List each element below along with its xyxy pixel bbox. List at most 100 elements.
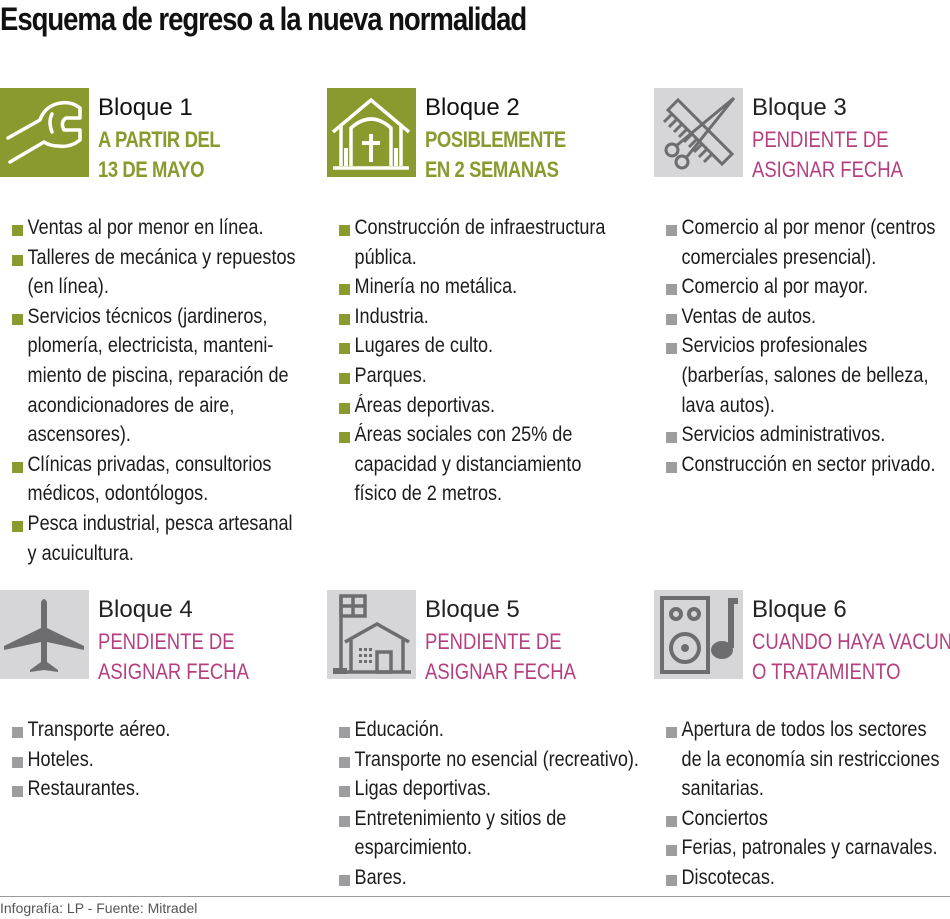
list-item: Comercio al por mayor. xyxy=(654,272,950,302)
list-item: Minería no metálica. xyxy=(327,272,656,302)
status-line-1: CUANDO HAYA VACUNA xyxy=(752,629,950,654)
scissors-comb-icon xyxy=(654,88,743,177)
bullet-square-icon xyxy=(12,756,24,768)
list-item: Transporte aéreo. xyxy=(0,715,329,745)
list-item: Apertura de todos los sectores de la econ… xyxy=(654,715,950,804)
item-list: Construcción de infraestructura pública. … xyxy=(327,213,667,509)
list-item: Servicios técnicos (jardineros, plomería,… xyxy=(0,302,329,450)
bullet-square-icon xyxy=(339,432,351,444)
bullet-square-icon xyxy=(12,254,24,266)
block-name: Bloque 5 xyxy=(425,596,520,623)
block-header: Bloque 6 CUANDO HAYA VACUNA O TRATAMIENT… xyxy=(654,590,950,684)
bullet-square-icon xyxy=(339,313,351,325)
bullet-square-icon xyxy=(666,845,678,857)
list-item: Restaurantes. xyxy=(0,774,329,804)
list-item: Conciertos xyxy=(654,804,950,834)
bullet-square-icon xyxy=(666,313,678,325)
list-item: Servicios administrativos. xyxy=(654,420,950,450)
block-header: Bloque 3 PENDIENTE DE ASIGNAR FECHA xyxy=(654,88,950,182)
speaker-music-icon xyxy=(654,590,743,679)
church-icon xyxy=(327,88,416,177)
list-item: Servicios profesionales (barberías, salon… xyxy=(654,331,950,420)
block-header: Bloque 5 PENDIENTE DE ASIGNAR FECHA xyxy=(327,590,627,684)
source-credit: Infografía: LP - Fuente: Mitradel xyxy=(0,900,198,916)
status-line-1: POSIBLEMENTE xyxy=(425,127,566,152)
bullet-square-icon xyxy=(339,786,351,798)
bullet-square-icon xyxy=(666,815,678,827)
bullet-square-icon xyxy=(339,284,351,296)
block-name: Bloque 4 xyxy=(98,596,193,623)
block-2: Bloque 2 POSIBLEMENTE EN 2 SEMANAS Const… xyxy=(327,88,627,505)
list-item: Talleres de mecánica y repuestos (en líne… xyxy=(0,243,329,302)
list-item: Ventas al por menor en línea. xyxy=(0,213,329,243)
list-item: Industria. xyxy=(327,302,656,332)
bullet-square-icon xyxy=(12,313,24,325)
school-icon xyxy=(327,590,416,679)
list-item: Bares. xyxy=(327,863,656,893)
block-header: Bloque 1 A PARTIR DEL 13 DE MAYO xyxy=(0,88,300,182)
status-line-1: A PARTIR DEL xyxy=(98,127,221,152)
bullet-square-icon xyxy=(339,372,351,384)
list-item: Áreas sociales con 25% de capacidad y dis… xyxy=(327,420,656,509)
page-title: Esquema de regreso a la nueva normalidad xyxy=(0,1,527,37)
status-line-1: PENDIENTE DE xyxy=(98,629,235,654)
list-item: Ferias, patronales y carnavales. xyxy=(654,833,950,863)
bullet-square-icon xyxy=(339,402,351,414)
block-name: Bloque 1 xyxy=(98,94,193,121)
wrench-icon xyxy=(0,88,89,177)
status-line-2: ASIGNAR FECHA xyxy=(425,658,576,684)
block-4: Bloque 4 PENDIENTE DE ASIGNAR FECHA Tran… xyxy=(0,590,300,800)
list-item: Discotecas. xyxy=(654,863,950,893)
list-item: Áreas deportivas. xyxy=(327,391,656,421)
status-line-1: PENDIENTE DE xyxy=(425,629,562,654)
list-item: Lugares de culto. xyxy=(327,331,656,361)
bullet-square-icon xyxy=(339,225,351,236)
block-status: POSIBLEMENTE EN 2 SEMANAS xyxy=(425,125,566,184)
block-status: PENDIENTE DE ASIGNAR FECHA xyxy=(425,627,576,686)
item-list: Educación. Transporte no esencial (recre… xyxy=(327,715,667,893)
airplane-icon xyxy=(0,590,89,679)
item-list: Transporte aéreo. Hoteles. Restaurantes. xyxy=(0,715,340,804)
status-line-2: 13 DE MAYO xyxy=(98,156,205,182)
bullet-square-icon xyxy=(339,815,351,827)
status-line-2: ASIGNAR FECHA xyxy=(752,156,903,182)
status-line-2: EN 2 SEMANAS xyxy=(425,156,559,182)
block-status: PENDIENTE DE ASIGNAR FECHA xyxy=(98,627,249,686)
block-status: CUANDO HAYA VACUNA O TRATAMIENTO xyxy=(752,627,950,686)
bullet-square-icon xyxy=(12,225,24,236)
item-list: Comercio al por menor (centros comerciale… xyxy=(654,213,950,479)
bullet-square-icon xyxy=(339,343,351,355)
bullet-square-icon xyxy=(666,432,678,444)
item-list: Ventas al por menor en línea. Talleres d… xyxy=(0,213,340,568)
list-item: Parques. xyxy=(327,361,656,391)
status-line-2: O TRATAMIENTO xyxy=(752,658,901,684)
block-status: PENDIENTE DE ASIGNAR FECHA xyxy=(752,125,903,184)
list-item: Transporte no esencial (recreativo). xyxy=(327,745,656,775)
item-list: Apertura de todos los sectores de la econ… xyxy=(654,715,950,893)
list-item: Comercio al por menor (centros comerciale… xyxy=(654,213,950,272)
footer-divider xyxy=(0,896,950,897)
list-item: Ligas deportivas. xyxy=(327,774,656,804)
status-line-2: ASIGNAR FECHA xyxy=(98,658,249,684)
bullet-square-icon xyxy=(339,727,351,738)
list-item: Ventas de autos. xyxy=(654,302,950,332)
list-item: Entretenimiento y sitios de esparcimiento… xyxy=(327,804,656,863)
status-line-1: PENDIENTE DE xyxy=(752,127,889,152)
bullet-square-icon xyxy=(666,343,678,355)
bullet-square-icon xyxy=(339,874,351,886)
bullet-square-icon xyxy=(12,461,24,473)
bullet-square-icon xyxy=(12,520,24,532)
block-name: Bloque 6 xyxy=(752,596,847,623)
block-status: A PARTIR DEL 13 DE MAYO xyxy=(98,125,221,184)
block-header: Bloque 4 PENDIENTE DE ASIGNAR FECHA xyxy=(0,590,300,684)
block-name: Bloque 3 xyxy=(752,94,847,121)
bullet-square-icon xyxy=(339,756,351,768)
block-1: Bloque 1 A PARTIR DEL 13 DE MAYO Ventas … xyxy=(0,88,300,565)
bullet-square-icon xyxy=(666,225,678,236)
list-item: Educación. xyxy=(327,715,656,745)
block-3: Bloque 3 PENDIENTE DE ASIGNAR FECHA Come… xyxy=(654,88,950,476)
block-name: Bloque 2 xyxy=(425,94,520,121)
bullet-square-icon xyxy=(12,727,24,738)
bullet-square-icon xyxy=(666,874,678,886)
bullet-square-icon xyxy=(12,786,24,798)
